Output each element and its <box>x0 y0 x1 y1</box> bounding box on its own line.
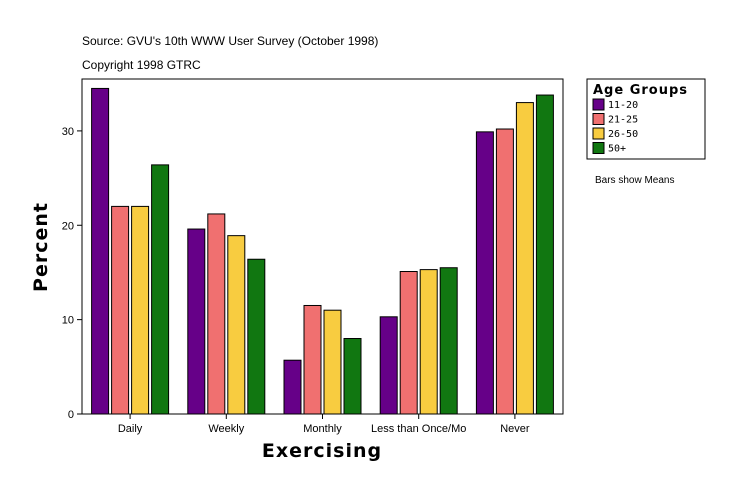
legend-label: 11-20 <box>608 100 638 111</box>
bar-1-5 <box>475 131 494 415</box>
bar-1-4 <box>379 316 398 415</box>
means-note: Bars show Means <box>595 175 674 186</box>
bar-3-4 <box>419 269 438 415</box>
bar-2-4 <box>399 271 418 415</box>
bar-4-5 <box>535 94 554 415</box>
x-tick-label: Weekly <box>208 423 244 435</box>
y-tick-label: 20 <box>62 220 74 232</box>
bar-3-3 <box>323 309 342 415</box>
legend-swatch <box>592 142 605 154</box>
x-tick-label: Never <box>500 423 530 435</box>
y-axis: 0 10 20 30 <box>62 126 82 421</box>
y-tick-label: 0 <box>68 409 74 421</box>
bar-3-5 <box>515 102 534 415</box>
x-tick-label: Daily <box>118 423 143 435</box>
bar-3-2 <box>227 235 246 415</box>
legend: Age Groups 11-20 21-25 26-50 50+ <box>586 78 706 160</box>
bar-3-1 <box>131 205 150 415</box>
y-tick-label: 30 <box>62 126 74 138</box>
x-tick-label: Less than Once/Mo <box>371 423 466 435</box>
bar-1-3 <box>283 359 302 415</box>
legend-label: 21-25 <box>608 115 638 126</box>
source-text: Source: GVU's 10th WWW User Survey (Octo… <box>82 34 378 48</box>
legend-label: 50+ <box>608 144 626 155</box>
y-tick-label: 10 <box>62 315 74 327</box>
bar-2-5 <box>495 128 514 415</box>
legend-frame <box>586 78 706 160</box>
legend-title: Age Groups <box>593 83 688 98</box>
y-axis-title: Percent <box>30 202 52 292</box>
x-axis-title: Exercising <box>262 440 382 462</box>
legend-swatch <box>592 127 605 140</box>
x-tick-label: Monthly <box>303 423 342 435</box>
bar-2-2 <box>207 213 226 415</box>
legend-items: 11-20 21-25 26-50 50+ <box>592 98 638 155</box>
x-axis: Daily Weekly Monthly Less than Once/Mo Never <box>118 414 530 435</box>
legend-swatch <box>592 113 605 125</box>
bars <box>91 87 554 415</box>
bar-4-2 <box>247 258 266 415</box>
bar-4-3 <box>343 338 362 415</box>
bar-4-4 <box>439 267 458 415</box>
bar-2-3 <box>303 304 322 415</box>
bar-1-2 <box>187 228 206 415</box>
legend-swatch <box>592 98 605 111</box>
bar-4-1 <box>151 164 170 415</box>
bar-2-1 <box>111 205 130 415</box>
copyright-text: Copyright 1998 GTRC <box>82 58 201 72</box>
legend-label: 26-50 <box>608 129 638 140</box>
bar-1-1 <box>91 87 110 415</box>
